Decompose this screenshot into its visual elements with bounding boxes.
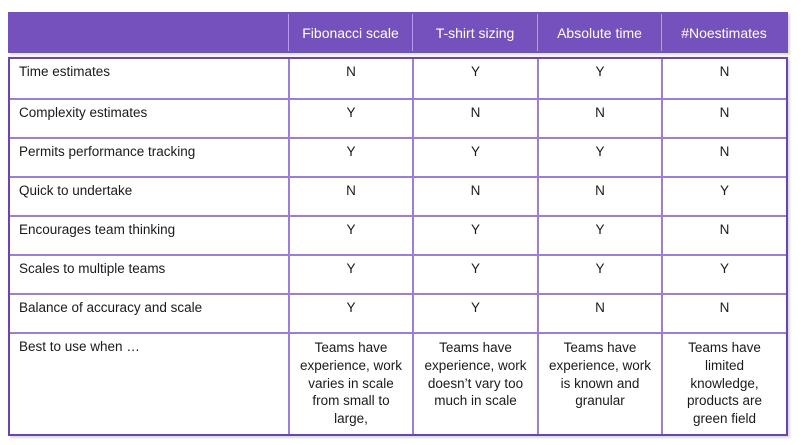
value-cell: N <box>288 178 412 215</box>
table-row-quick-to-undertake: Quick to undertake N N N Y <box>10 176 786 215</box>
value-cell: Y <box>288 139 412 176</box>
header-corner-cell <box>10 14 288 51</box>
value-cell: N <box>661 59 786 98</box>
table-header-row: Fibonacci scale T-shirt sizing Absolute … <box>8 12 788 53</box>
table-row-encourages-team-thinking: Encourages team thinking Y Y Y N <box>10 215 786 254</box>
table-row-time-estimates: Time estimates N Y Y N <box>10 59 786 98</box>
value-cell: Y <box>537 139 661 176</box>
value-cell: Y <box>288 256 412 293</box>
header-noestimates: #Noestimates <box>661 14 786 51</box>
value-cell: Y <box>288 295 412 332</box>
table-row-complexity-estimates: Complexity estimates Y N N N <box>10 98 786 137</box>
description-cell: Teams have experience, work varies in sc… <box>288 334 412 435</box>
value-cell: Y <box>661 178 786 215</box>
header-absolute-time: Absolute time <box>537 14 661 51</box>
estimation-comparison-table: Fibonacci scale T-shirt sizing Absolute … <box>8 12 788 437</box>
value-cell: N <box>537 295 661 332</box>
value-cell: N <box>661 139 786 176</box>
value-cell: Y <box>537 59 661 98</box>
value-cell: Y <box>537 256 661 293</box>
value-cell: N <box>661 295 786 332</box>
header-fibonacci-scale: Fibonacci scale <box>288 14 412 51</box>
table-row-permits-performance-tracking: Permits performance tracking Y Y Y N <box>10 137 786 176</box>
table-row-best-to-use-when: Best to use when … Teams have experience… <box>10 332 786 435</box>
value-cell: Y <box>412 295 537 332</box>
table-row-balance-of-accuracy-and-scale: Balance of accuracy and scale Y Y N N <box>10 293 786 332</box>
value-cell: N <box>537 178 661 215</box>
description-cell: Teams have experience, work doesn’t vary… <box>412 334 537 435</box>
value-cell: N <box>661 100 786 137</box>
description-cell: Teams have limited knowledge, products a… <box>661 334 786 435</box>
value-cell: Y <box>412 59 537 98</box>
value-cell: Y <box>412 256 537 293</box>
value-cell: N <box>661 217 786 254</box>
header-tshirt-sizing: T-shirt sizing <box>412 14 537 51</box>
value-cell: Y <box>661 256 786 293</box>
value-cell: N <box>412 178 537 215</box>
row-label: Permits performance tracking <box>19 144 196 159</box>
value-cell: Y <box>537 217 661 254</box>
row-label: Quick to undertake <box>19 183 133 198</box>
value-cell: N <box>412 100 537 137</box>
value-cell: Y <box>288 100 412 137</box>
value-cell: Y <box>412 217 537 254</box>
row-label: Encourages team thinking <box>19 222 176 237</box>
row-label: Scales to multiple teams <box>19 261 166 276</box>
value-cell: N <box>288 59 412 98</box>
row-label: Complexity estimates <box>19 105 148 120</box>
table-row-scales-to-multiple-teams: Scales to multiple teams Y Y Y Y <box>10 254 786 293</box>
description-cell: Teams have experience, work is known and… <box>537 334 661 435</box>
table-body: Time estimates N Y Y N Complexity estima… <box>8 57 788 437</box>
row-label: Balance of accuracy and scale <box>19 300 203 315</box>
row-label: Best to use when … <box>19 339 140 354</box>
value-cell: Y <box>412 139 537 176</box>
value-cell: Y <box>288 217 412 254</box>
value-cell: N <box>537 100 661 137</box>
row-label: Time estimates <box>19 64 111 79</box>
